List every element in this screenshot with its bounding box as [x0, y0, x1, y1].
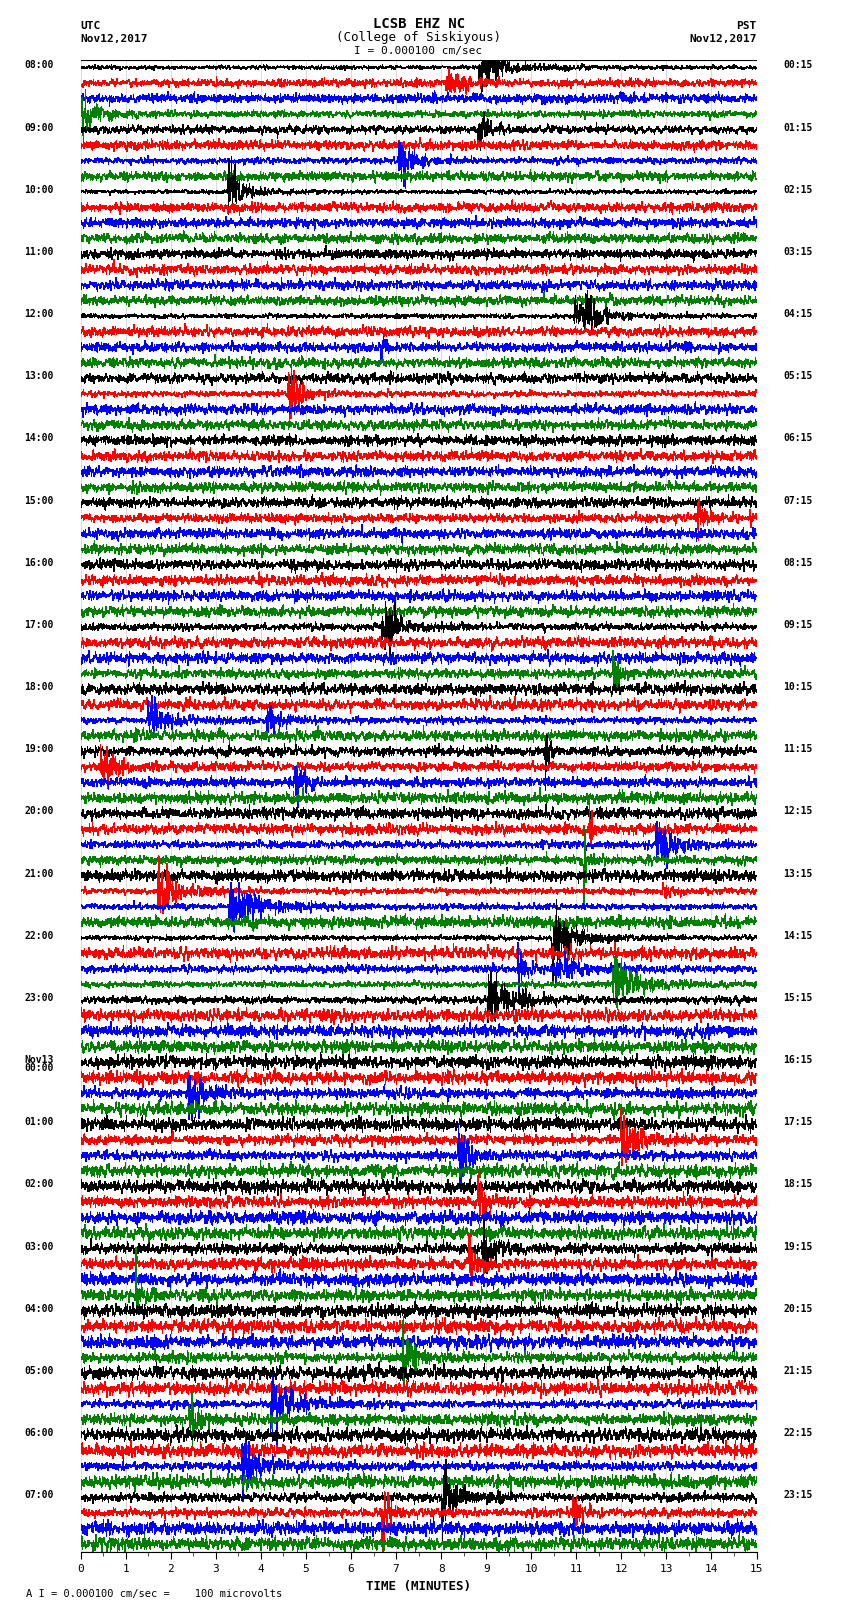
Text: 03:00: 03:00 — [25, 1242, 54, 1252]
Text: 19:15: 19:15 — [784, 1242, 813, 1252]
Text: 14:00: 14:00 — [25, 434, 54, 444]
Text: 11:00: 11:00 — [25, 247, 54, 256]
Text: 19:00: 19:00 — [25, 744, 54, 755]
Text: PST: PST — [736, 21, 756, 31]
Text: 00:00: 00:00 — [25, 1063, 54, 1073]
Text: 16:15: 16:15 — [784, 1055, 813, 1065]
Text: 15:15: 15:15 — [784, 994, 813, 1003]
Text: 02:15: 02:15 — [784, 185, 813, 195]
Text: 21:15: 21:15 — [784, 1366, 813, 1376]
Text: Nov12,2017: Nov12,2017 — [81, 34, 148, 44]
Text: 10:00: 10:00 — [25, 185, 54, 195]
Text: 16:00: 16:00 — [25, 558, 54, 568]
Text: 13:00: 13:00 — [25, 371, 54, 381]
Text: 22:15: 22:15 — [784, 1428, 813, 1439]
Text: (College of Siskiyous): (College of Siskiyous) — [336, 31, 502, 44]
X-axis label: TIME (MINUTES): TIME (MINUTES) — [366, 1581, 471, 1594]
Text: 21:00: 21:00 — [25, 869, 54, 879]
Text: 08:00: 08:00 — [25, 60, 54, 71]
Text: 17:00: 17:00 — [25, 619, 54, 631]
Text: 11:15: 11:15 — [784, 744, 813, 755]
Text: 07:00: 07:00 — [25, 1490, 54, 1500]
Text: 01:15: 01:15 — [784, 123, 813, 132]
Text: 14:15: 14:15 — [784, 931, 813, 940]
Text: 03:15: 03:15 — [784, 247, 813, 256]
Text: 17:15: 17:15 — [784, 1118, 813, 1127]
Text: A I = 0.000100 cm/sec =    100 microvolts: A I = 0.000100 cm/sec = 100 microvolts — [26, 1589, 281, 1598]
Text: 18:15: 18:15 — [784, 1179, 813, 1189]
Text: UTC: UTC — [81, 21, 101, 31]
Text: 01:00: 01:00 — [25, 1118, 54, 1127]
Text: 15:00: 15:00 — [25, 495, 54, 505]
Text: 05:00: 05:00 — [25, 1366, 54, 1376]
Text: 22:00: 22:00 — [25, 931, 54, 940]
Text: 23:15: 23:15 — [784, 1490, 813, 1500]
Text: 04:00: 04:00 — [25, 1303, 54, 1315]
Text: I = 0.000100 cm/sec: I = 0.000100 cm/sec — [354, 47, 483, 56]
Text: 13:15: 13:15 — [784, 869, 813, 879]
Text: 12:15: 12:15 — [784, 806, 813, 816]
Text: Nov13: Nov13 — [25, 1055, 54, 1065]
Text: 12:00: 12:00 — [25, 310, 54, 319]
Text: 20:00: 20:00 — [25, 806, 54, 816]
Text: 04:15: 04:15 — [784, 310, 813, 319]
Text: 10:15: 10:15 — [784, 682, 813, 692]
Text: 06:00: 06:00 — [25, 1428, 54, 1439]
Text: 06:15: 06:15 — [784, 434, 813, 444]
Text: 08:15: 08:15 — [784, 558, 813, 568]
Text: 20:15: 20:15 — [784, 1303, 813, 1315]
Text: 18:00: 18:00 — [25, 682, 54, 692]
Text: LCSB EHZ NC: LCSB EHZ NC — [372, 16, 465, 31]
Text: 07:15: 07:15 — [784, 495, 813, 505]
Text: Nov12,2017: Nov12,2017 — [689, 34, 756, 44]
Text: 02:00: 02:00 — [25, 1179, 54, 1189]
Text: 00:15: 00:15 — [784, 60, 813, 71]
Text: 05:15: 05:15 — [784, 371, 813, 381]
Text: 09:15: 09:15 — [784, 619, 813, 631]
Text: 09:00: 09:00 — [25, 123, 54, 132]
Text: 23:00: 23:00 — [25, 994, 54, 1003]
